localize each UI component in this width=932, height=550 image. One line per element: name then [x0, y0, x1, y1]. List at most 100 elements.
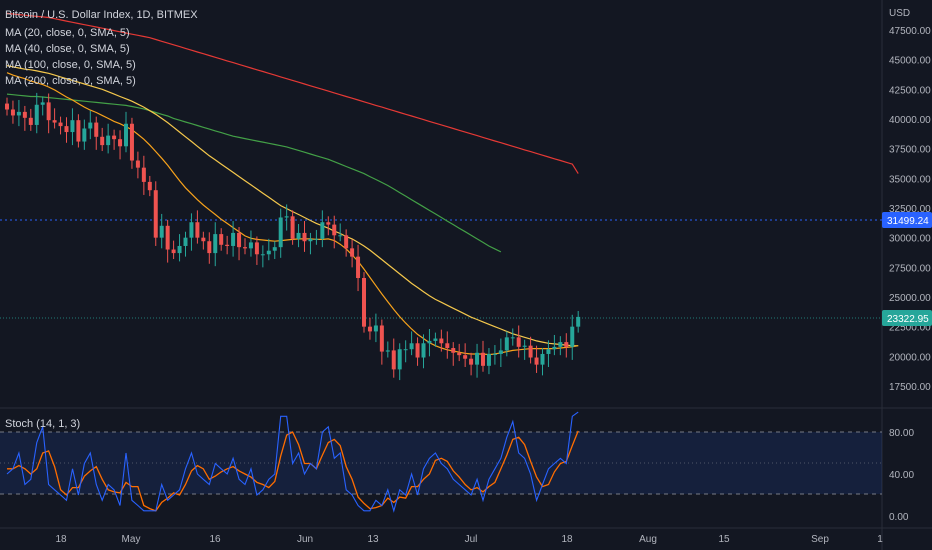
indicator-ma20[interactable]: MA (20, close, 0, SMA, 5) [5, 27, 130, 39]
candle-body [219, 234, 224, 245]
candle-body [171, 249, 176, 254]
time-tick-label: 13 [367, 534, 379, 545]
time-axis: 18 May 16 Jun 13 Jul 18 Aug 15 Sep 1 [55, 534, 883, 545]
candle-body [397, 349, 402, 370]
candle-body [332, 224, 337, 236]
price-tick-label: 30000.00 [889, 234, 931, 245]
price-tick-label: 40000.00 [889, 115, 931, 126]
symbol-title[interactable]: Bitcoin / U.S. Dollar Index, 1D, BITMEX [5, 9, 198, 21]
candle-body [510, 337, 515, 339]
candle-body [427, 340, 432, 344]
candle-body [362, 278, 366, 327]
candle-body [64, 126, 69, 133]
candle-body [248, 242, 253, 249]
price-tick-label: 45000.00 [889, 56, 931, 67]
candle-body [356, 256, 361, 279]
candle-body [403, 349, 408, 351]
candle-body [231, 232, 236, 246]
stoch-title[interactable]: Stoch (14, 1, 3) [5, 418, 81, 430]
candle-body [415, 343, 420, 358]
stochastic-lines [6, 411, 579, 513]
candle-body [201, 237, 206, 242]
candle-body [350, 248, 355, 257]
indicator-ma100[interactable]: MA (100, close, 0, SMA, 5) [5, 59, 136, 71]
candle-body [290, 216, 295, 239]
candle-body [367, 326, 372, 332]
time-tick-label: 1 [877, 534, 883, 545]
candle-body [88, 122, 93, 129]
candle-body [522, 345, 527, 347]
candle-body [326, 222, 331, 225]
candle-body [564, 342, 569, 347]
indicator-ma200[interactable]: MA (200, close, 0, SMA, 5) [5, 75, 136, 87]
candle-body [16, 111, 21, 116]
candle-body [302, 232, 307, 242]
candle-body [254, 242, 259, 255]
candle-body [10, 109, 15, 116]
stoch-tick-label: 40.00 [889, 470, 914, 481]
candle-body [540, 353, 545, 365]
candle-body [28, 117, 33, 125]
candle-body [40, 102, 45, 105]
candle-body [475, 352, 480, 365]
price-tick-label: 37500.00 [889, 145, 931, 156]
candle-body [278, 217, 283, 248]
candle-body [492, 353, 497, 355]
price-tick-label: 47500.00 [889, 26, 931, 37]
candle-body [76, 120, 81, 142]
candle-body [534, 357, 539, 365]
candle-body [373, 325, 378, 332]
price-tick-label: 17500.00 [889, 382, 931, 393]
time-tick-label: Aug [639, 534, 657, 545]
candle-body [147, 181, 152, 191]
candle-body [570, 326, 575, 347]
candle-body [463, 355, 468, 359]
candle-body [106, 135, 111, 146]
candle-body [338, 235, 343, 237]
candle-body [409, 343, 414, 350]
candle-body [112, 135, 117, 140]
candle-body [320, 222, 325, 239]
price-tick-label: 32500.00 [889, 204, 931, 215]
candle-body [237, 232, 242, 248]
candle-body [195, 222, 200, 238]
candle-body [260, 254, 265, 256]
candle-body [552, 346, 557, 350]
candle-body [207, 241, 212, 254]
ma40-line [6, 65, 579, 347]
ref-price-text: 31499.24 [887, 216, 929, 227]
candlesticks [5, 92, 581, 381]
candle-body [576, 316, 581, 327]
candle-body [481, 352, 485, 366]
candle-body [558, 342, 563, 347]
candle-body [94, 122, 99, 137]
candle-body [451, 348, 456, 353]
candle-body [433, 338, 438, 341]
candle-body [183, 237, 188, 246]
ref-price-badge: 31499.24 [882, 212, 932, 228]
candle-body [58, 122, 63, 127]
candle-body [439, 338, 444, 344]
candle-body [129, 123, 134, 161]
candle-body [284, 216, 289, 218]
candle-body [308, 238, 313, 242]
candle-body [82, 128, 87, 142]
candle-body [314, 238, 319, 240]
candle-body [243, 247, 247, 249]
stoch-tick-label: 80.00 [889, 428, 914, 439]
candle-body [165, 225, 170, 250]
price-tick-label: 27500.00 [889, 263, 931, 274]
currency-label: USD [889, 8, 910, 19]
indicator-ma40[interactable]: MA (40, close, 0, SMA, 5) [5, 43, 130, 55]
candle-body [159, 225, 164, 238]
price-tick-label: 22500.00 [889, 323, 931, 334]
candle-body [177, 245, 182, 254]
time-tick-label: 16 [209, 534, 221, 545]
time-tick-label: 18 [561, 534, 573, 545]
last-price-text: 23322.95 [887, 314, 929, 325]
candle-body [70, 120, 75, 133]
stoch-axis: 80.00 40.00 0.00 [889, 428, 914, 523]
candle-body [296, 232, 301, 239]
candle-body [46, 102, 51, 121]
